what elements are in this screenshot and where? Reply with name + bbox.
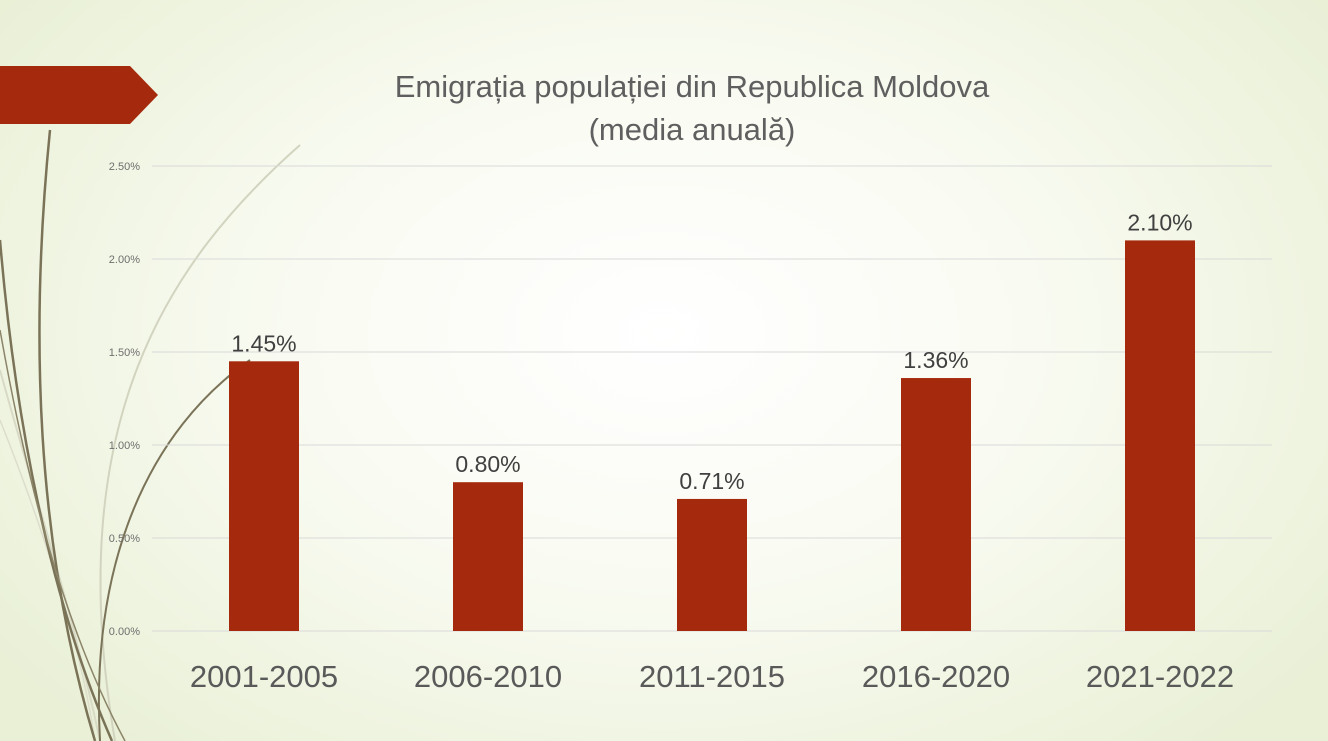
data-label: 1.36% — [903, 347, 968, 373]
bars — [229, 240, 1195, 631]
data-labels: 1.45% 0.80% 0.71% 1.36% 2.10% — [231, 209, 1192, 494]
decor-curve-light-2 — [0, 369, 101, 741]
bar-2001-2005 — [229, 361, 299, 631]
y-tick-label: 2.50% — [109, 161, 140, 173]
y-axis-ticks: 0.00% 0.50% 1.00% 1.50% 2.00% 2.50% — [109, 161, 140, 638]
bar-2016-2020 — [901, 378, 971, 631]
decor-curve-dark-1 — [38, 129, 97, 741]
y-tick-label: 2.00% — [109, 254, 140, 266]
x-category-label: 2006-2010 — [414, 659, 562, 694]
bar-2011-2015 — [677, 498, 747, 631]
y-tick-label: 0.50% — [109, 533, 140, 545]
decor-curve-light-1 — [99, 144, 301, 741]
chart-title-line2: (media anuală) — [589, 112, 796, 147]
accent-arrow-banner — [0, 66, 158, 124]
x-category-label: 2016-2020 — [862, 659, 1010, 694]
data-label: 1.45% — [231, 330, 296, 356]
data-label: 2.10% — [1127, 209, 1192, 235]
chart-title-line1: Emigrația populației din Republica Moldo… — [395, 69, 990, 104]
x-category-label: 2011-2015 — [639, 659, 785, 694]
decor-curve-dark-3 — [97, 359, 251, 741]
y-tick-label: 1.00% — [109, 440, 140, 452]
x-category-label: 2001-2005 — [190, 659, 338, 694]
decor-curve-dark-4 — [0, 329, 126, 741]
decor-curve-dark-2 — [0, 239, 114, 741]
data-label: 0.80% — [455, 451, 520, 477]
data-label: 0.71% — [679, 468, 744, 494]
bar-2006-2010 — [453, 482, 523, 631]
y-tick-label: 0.00% — [109, 626, 140, 638]
x-axis-categories: 2001-2005 2006-2010 2011-2015 2016-2020 2021… — [190, 659, 1234, 694]
x-category-label: 2021-2022 — [1086, 659, 1234, 694]
y-tick-label: 1.50% — [109, 347, 140, 359]
bar-2021-2022 — [1125, 240, 1195, 631]
